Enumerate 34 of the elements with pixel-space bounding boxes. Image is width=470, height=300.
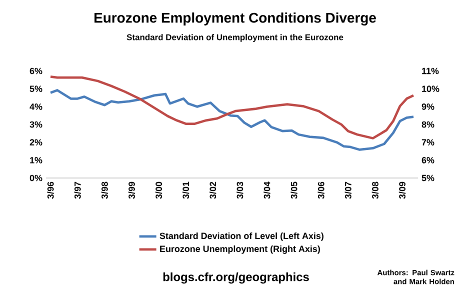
x-tick-label: 3/98 bbox=[101, 182, 108, 199]
x-tick-label: 3/09 bbox=[398, 182, 406, 199]
y2-tick-label: 10% bbox=[422, 86, 440, 92]
y-tick-label: 0% bbox=[30, 174, 42, 182]
x-tick-label: 3/04 bbox=[264, 182, 270, 199]
y2-tick-label: 8% bbox=[422, 121, 434, 128]
x-tick-label: 3/07 bbox=[344, 182, 352, 199]
y2-tick-label: 9% bbox=[422, 103, 434, 110]
y2-tick-label: 7% bbox=[422, 139, 434, 146]
y2-tick-label: 11% bbox=[422, 68, 439, 74]
x-tick-label: 3/06 bbox=[318, 182, 324, 199]
y-tick-label: 1% bbox=[30, 157, 42, 164]
x-tick-label: 3/05 bbox=[290, 182, 298, 199]
y-tick-label: 3% bbox=[30, 121, 42, 128]
y2-tick-label: 5% bbox=[422, 174, 434, 182]
y-tick-label: 4% bbox=[30, 104, 42, 110]
y-tick-label: 6% bbox=[30, 68, 42, 74]
y2-tick-label: 6% bbox=[422, 156, 434, 164]
legend-label: Eurozone Unemployment (Right Axis) bbox=[160, 245, 320, 254]
y-tick-label: 5% bbox=[30, 86, 42, 92]
y-tick-label: 2% bbox=[30, 139, 42, 146]
chart-subtitle: Standard Deviation of Unemployment in the Eurozone bbox=[126, 34, 344, 42]
x-tick-label: 3/97 bbox=[74, 182, 81, 199]
line-series bbox=[49, 89, 415, 151]
x-tick-label: 3/99 bbox=[128, 182, 136, 199]
x-tick-label: 3/03 bbox=[236, 182, 244, 199]
text: blogs.cfr.org/geographics bbox=[163, 272, 309, 284]
x-tick-label: 3/00 bbox=[155, 182, 162, 199]
x-tick-label: 3/08 bbox=[372, 182, 378, 199]
x-tick-label: 3/02 bbox=[210, 182, 216, 199]
x-tick-label: 3/96 bbox=[47, 182, 54, 199]
legend-label: Standard Deviation of Level (Left Axis) bbox=[160, 232, 324, 241]
x-tick-label: 3/01 bbox=[182, 182, 190, 199]
chart-title: Eurozone Employment Conditions Diverge bbox=[94, 12, 376, 26]
